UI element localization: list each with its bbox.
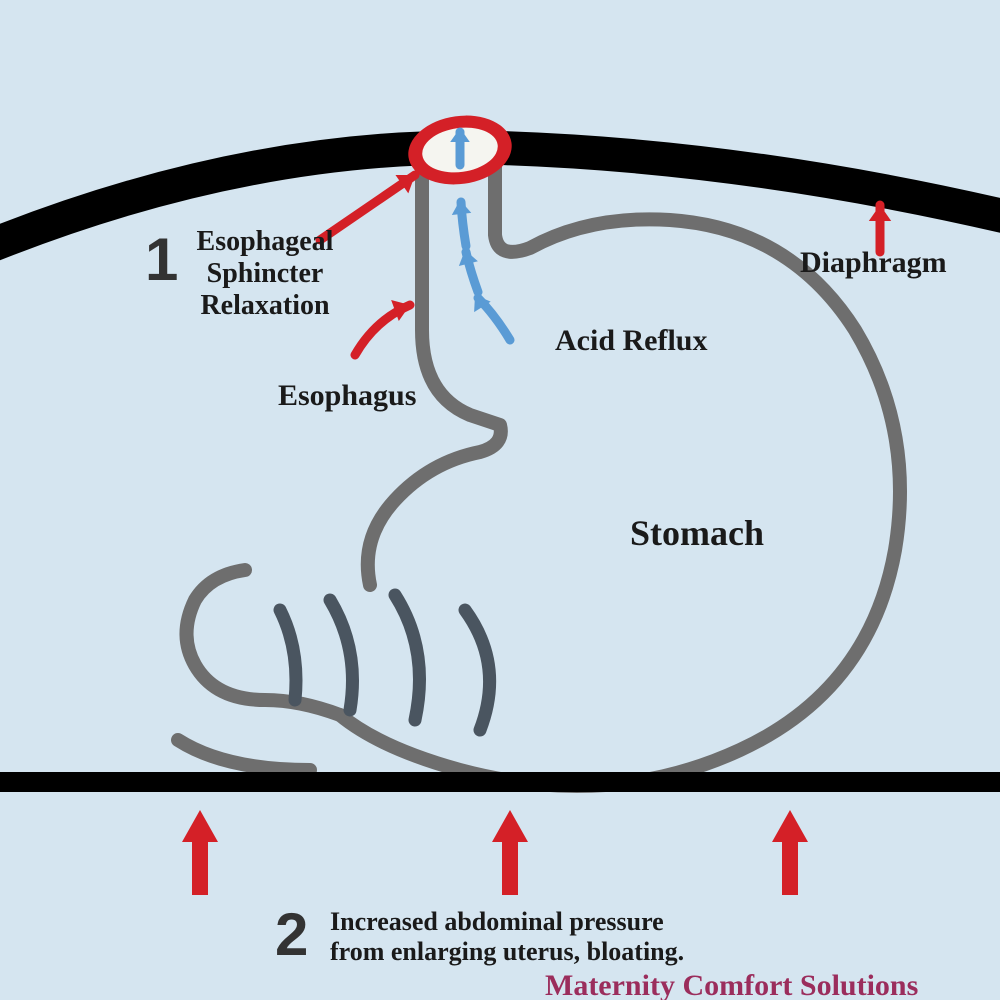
stomach-label: Stomach (630, 513, 764, 553)
pressure-label: Increased abdominal pressurefrom enlargi… (330, 907, 684, 966)
bottom-divider (0, 772, 1000, 792)
diagram-canvas: 1 EsophagealSphincterRelaxation Esophagu… (0, 0, 1000, 1000)
step-number-1: 1 (145, 226, 178, 293)
diaphragm-label: Diaphragm (800, 246, 947, 279)
brand-label: Maternity Comfort Solutions (545, 969, 918, 1000)
step-number-2: 2 (275, 901, 308, 968)
sphincter-label: EsophagealSphincterRelaxation (197, 226, 334, 321)
esophagus-label: Esophagus (278, 379, 416, 412)
acid-reflux-label: Acid Reflux (555, 324, 708, 357)
